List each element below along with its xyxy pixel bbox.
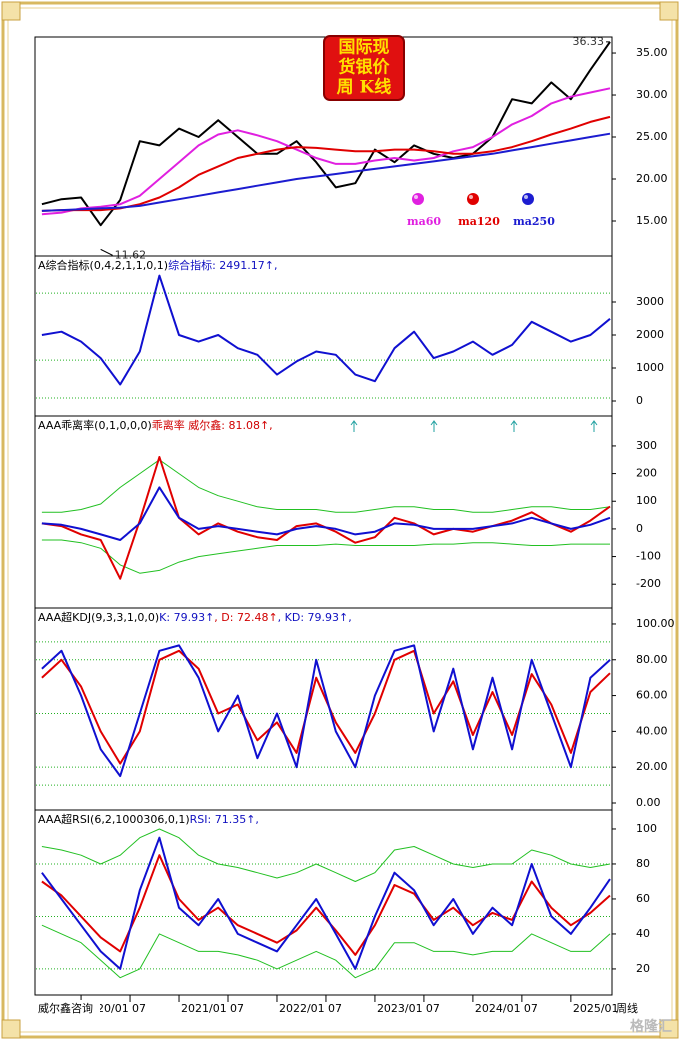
source-label: 威尔鑫咨询 xyxy=(38,1001,93,1015)
series-line xyxy=(41,836,611,970)
x-tick-label: 07 xyxy=(132,1002,146,1015)
y-tick-label: 15.00 xyxy=(636,214,668,227)
panel-header: AAA超KDJ(9,3,3,1,0,0)K: 79.93↑, D: 72.48↑… xyxy=(38,610,352,624)
x-tick-label: 07 xyxy=(426,1002,440,1015)
y-tick-label: 100 xyxy=(636,494,657,507)
signal-arrows xyxy=(350,420,598,432)
legend-highlight xyxy=(469,195,473,199)
y-tick-label: 40 xyxy=(636,927,650,940)
corner xyxy=(659,1,679,21)
y-tick-label: 30.00 xyxy=(636,88,668,101)
y-tick-label: -100 xyxy=(636,550,661,563)
x-tick-label: 2022/01 xyxy=(279,1002,325,1015)
y-tick-label: 60.00 xyxy=(636,689,668,702)
series-line xyxy=(41,828,611,882)
x-tick-label: 07 xyxy=(230,1002,244,1015)
panel-header: AAA超RSI(6,2,1000306,0,1)RSI: 71.35↑, xyxy=(38,812,259,826)
legend-marker xyxy=(412,193,424,205)
legend-label: ma250 xyxy=(513,215,555,228)
legend-highlight xyxy=(414,195,418,199)
title-line: 周 K线 xyxy=(337,77,392,98)
y-tick-label: 200 xyxy=(636,467,657,480)
y-tick-label: 300 xyxy=(636,439,657,452)
x-tick-label: 07 xyxy=(328,1002,342,1015)
header-part: AAA乖离率(0,1,0,0,0) xyxy=(38,418,152,432)
header-part: , KD: 79.93↑, xyxy=(278,611,352,624)
series-line xyxy=(41,115,611,212)
legend-marker xyxy=(467,193,479,205)
corner xyxy=(1,1019,21,1039)
y-tick-label: 0 xyxy=(636,394,643,407)
x-tick-label: 2025/01 xyxy=(573,1002,619,1015)
series-line xyxy=(41,539,610,574)
y-tick-label: 0.00 xyxy=(636,796,661,809)
y-tick-label: 3000 xyxy=(636,295,664,308)
annotation-leader xyxy=(100,248,113,256)
corner xyxy=(659,1019,679,1039)
header-part: A综合指标(0,4,2,1,1,0,1) xyxy=(38,258,168,272)
y-tick-label: -200 xyxy=(636,577,661,590)
legend-label: ma60 xyxy=(407,215,441,228)
series-line xyxy=(41,132,611,212)
x-tick-label: 2021/01 xyxy=(181,1002,227,1015)
y-tick-label: 100 xyxy=(636,822,657,835)
series-line xyxy=(41,459,611,513)
y-tick-label: 100.00 xyxy=(636,617,675,630)
y-tick-label: 20.00 xyxy=(636,172,668,185)
corner xyxy=(1,1,21,21)
source-bg xyxy=(36,1000,100,1016)
y-tick-label: 80 xyxy=(636,857,650,870)
series-line xyxy=(41,644,611,778)
x-tick-label: 07 xyxy=(524,1002,538,1015)
y-tick-label: 60 xyxy=(636,892,650,905)
header-part: RSI: 71.35↑, xyxy=(190,813,259,826)
y-tick-label: 40.00 xyxy=(636,724,668,737)
y-tick-label: 35.00 xyxy=(636,46,668,59)
annotation-label: 36.33 xyxy=(573,35,605,48)
header-part: 乖离率 威尔鑫: 81.08↑, xyxy=(152,418,273,432)
legend-label: ma120 xyxy=(458,215,500,228)
y-tick-label: 80.00 xyxy=(636,653,668,666)
frame-inner xyxy=(7,7,673,1033)
header-part: 综合指标: 2491.17↑, xyxy=(168,258,277,272)
header-part: K: 79.93↑ xyxy=(159,611,214,624)
x-tick-label: 2023/01 xyxy=(377,1002,423,1015)
y-tick-label: 1000 xyxy=(636,361,664,374)
plot-border xyxy=(34,36,613,996)
series-line xyxy=(41,87,611,216)
series-line xyxy=(41,486,611,541)
legend-highlight xyxy=(524,195,528,199)
header-part: AAA超KDJ(9,3,3,1,0,0) xyxy=(38,610,159,624)
legend-marker xyxy=(522,193,534,205)
y-tick-label: 20 xyxy=(636,962,650,975)
y-tick-label: 2000 xyxy=(636,328,664,341)
y-tick-label: 25.00 xyxy=(636,130,668,143)
x-tick-label: 2024/01 xyxy=(475,1002,521,1015)
series-line xyxy=(41,274,611,386)
title-line: 货银价 xyxy=(339,57,391,78)
panel-header: A综合指标(0,4,2,1,1,0,1)综合指标: 2491.17↑, xyxy=(38,258,277,272)
header-part: AAA超RSI(6,2,1000306,0,1) xyxy=(38,812,190,826)
series-line xyxy=(41,924,611,979)
panel-header: AAA乖离率(0,1,0,0,0)乖离率 威尔鑫: 81.08↑, xyxy=(38,418,273,432)
annotation-label: 11.62 xyxy=(115,248,147,261)
header-part: , D: 72.48↑ xyxy=(214,611,277,624)
y-tick-label: 0 xyxy=(636,522,643,535)
series-line xyxy=(41,649,611,765)
title-line: 国际现 xyxy=(339,38,390,58)
title-box xyxy=(323,35,405,101)
y-tick-label: 20.00 xyxy=(636,760,668,773)
period-label: 周线 xyxy=(616,1001,638,1015)
watermark: 格隆汇 xyxy=(630,1018,672,1035)
